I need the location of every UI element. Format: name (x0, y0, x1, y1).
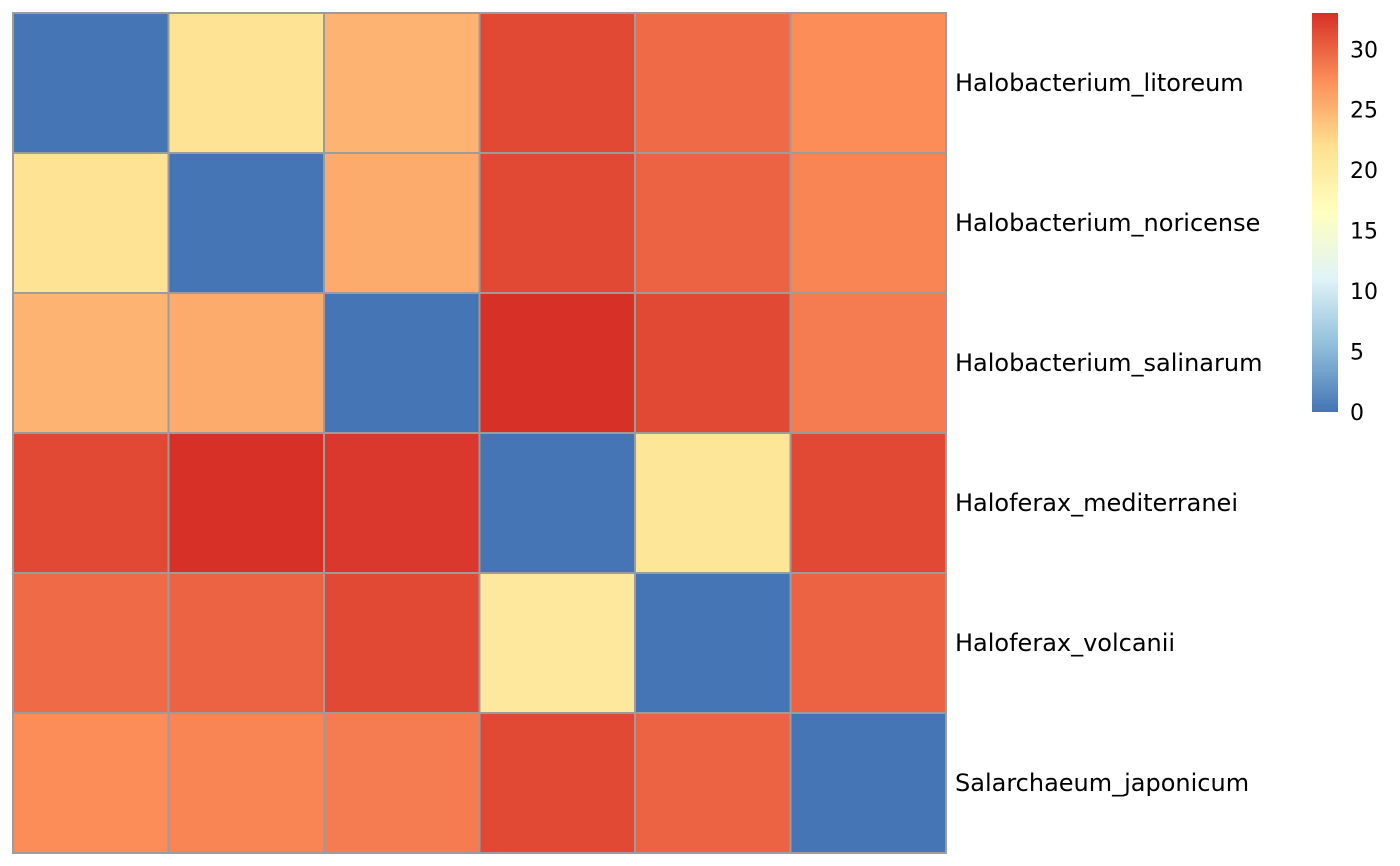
heatmap-cell-r2-c0 (12, 292, 170, 434)
heatmap-cell-r1-c0 (12, 152, 170, 294)
heatmap-cell-r3-c2 (323, 432, 481, 574)
heatmap-cell-r4-c4 (634, 572, 792, 714)
heatmap-cell-r3-c5 (789, 432, 947, 574)
heatmap-cell-r3-c4 (634, 432, 792, 574)
legend-tick-label: 25 (1350, 99, 1378, 124)
row-label: Halobacterium_litoreum (955, 69, 1244, 97)
heatmap-cell-r0-c2 (323, 12, 481, 154)
heatmap-cell-r5-c0 (12, 712, 170, 854)
legend-tick-label: 5 (1350, 341, 1364, 366)
heatmap-cells (12, 12, 947, 854)
row-label: Haloferax_volcanii (955, 629, 1175, 657)
row-label: Halobacterium_salinarum (955, 349, 1262, 377)
heatmap-cell-r1-c1 (167, 152, 325, 294)
heatmap-cell-r2-c3 (478, 292, 636, 434)
row-label: Haloferax_mediterranei (955, 489, 1238, 517)
heatmap-cell-r2-c2 (323, 292, 481, 434)
legend-tick-label: 30 (1350, 38, 1378, 63)
heatmap-cell-r2-c1 (167, 292, 325, 434)
heatmap-cell-r3-c1 (167, 432, 325, 574)
heatmap-cell-r1-c2 (323, 152, 481, 294)
heatmap-cell-r2-c4 (634, 292, 792, 434)
row-label: Salarchaeum_japonicum (955, 769, 1249, 797)
heatmap-cell-r0-c1 (167, 12, 325, 154)
heatmap-cell-r0-c0 (12, 12, 170, 154)
heatmap-cell-r3-c3 (478, 432, 636, 574)
heatmap-cell-r2-c5 (789, 292, 947, 434)
heatmap-cell-r1-c3 (478, 152, 636, 294)
heatmap-cell-r4-c5 (789, 572, 947, 714)
heatmap-cell-r5-c3 (478, 712, 636, 854)
heatmap-cell-r4-c3 (478, 572, 636, 714)
legend-tick-label: 0 (1350, 401, 1364, 426)
heatmap-cell-r4-c1 (167, 572, 325, 714)
legend-tick-label: 10 (1350, 280, 1378, 305)
color-legend-bar (1312, 13, 1338, 412)
legend-tick-label: 20 (1350, 159, 1378, 184)
heatmap-cell-r5-c1 (167, 712, 325, 854)
heatmap-cell-r0-c4 (634, 12, 792, 154)
heatmap-cell-r3-c0 (12, 432, 170, 574)
color-legend: 0 5 10 15 20 25 30 (1312, 13, 1378, 426)
heatmap-cell-r5-c5 (789, 712, 947, 854)
row-labels: Halobacterium_litoreum Halobacterium_nori… (955, 69, 1262, 797)
heatmap-cell-r1-c5 (789, 152, 947, 294)
heatmap-cell-r0-c5 (789, 12, 947, 154)
color-legend-ticks: 0 5 10 15 20 25 30 (1350, 38, 1378, 426)
heatmap-cell-r1-c4 (634, 152, 792, 294)
heatmap-cell-r4-c2 (323, 572, 481, 714)
heatmap-cell-r4-c0 (12, 572, 170, 714)
heatmap-cell-r5-c4 (634, 712, 792, 854)
heatmap-cell-r0-c3 (478, 12, 636, 154)
row-label: Halobacterium_noricense (955, 209, 1260, 237)
legend-tick-label: 15 (1350, 220, 1378, 245)
heatmap-cell-r5-c2 (323, 712, 481, 854)
